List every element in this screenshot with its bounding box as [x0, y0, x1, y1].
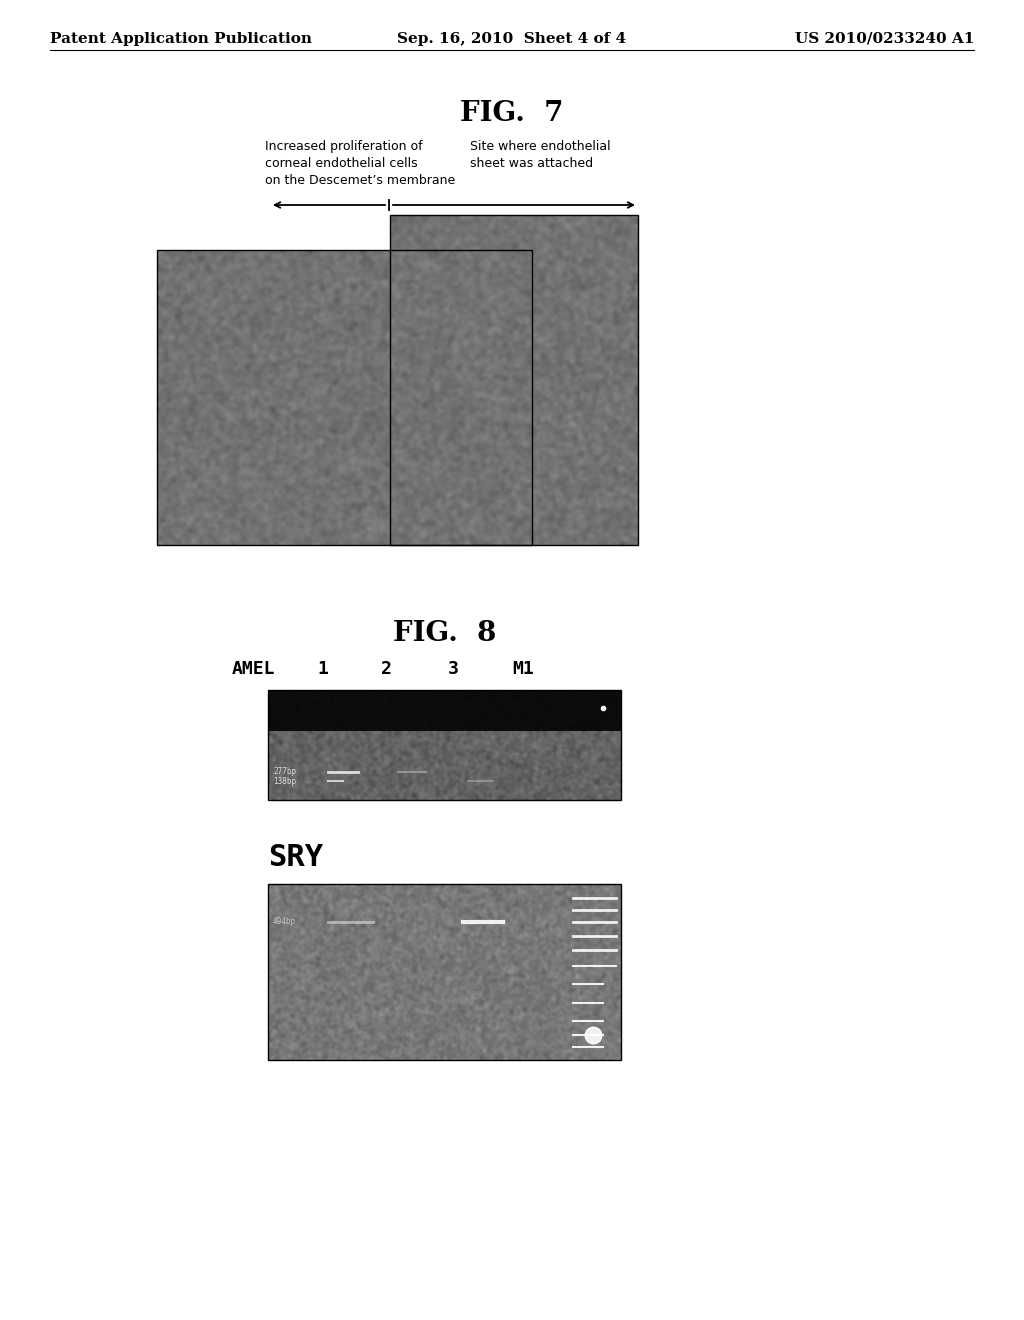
- Bar: [268, 690, 621, 800]
- Text: FIG.  7: FIG. 7: [460, 100, 564, 127]
- Bar: [157, 249, 532, 545]
- Text: 2: 2: [381, 660, 391, 678]
- Text: Site where endothelial
sheet was attached: Site where endothelial sheet was attache…: [470, 140, 610, 170]
- Text: 138bp: 138bp: [273, 776, 296, 785]
- Text: 277bp: 277bp: [273, 767, 296, 776]
- Text: Increased proliferation of
corneal endothelial cells
on the Descemet’s membrane: Increased proliferation of corneal endot…: [265, 140, 456, 187]
- Text: US 2010/0233240 A1: US 2010/0233240 A1: [795, 32, 974, 46]
- Bar: [268, 884, 621, 1060]
- Text: 3: 3: [447, 660, 459, 678]
- Text: Sep. 16, 2010  Sheet 4 of 4: Sep. 16, 2010 Sheet 4 of 4: [397, 32, 627, 46]
- Text: Patent Application Publication: Patent Application Publication: [50, 32, 312, 46]
- Text: AMEL: AMEL: [231, 660, 274, 678]
- Bar: [390, 215, 638, 545]
- Text: SRY: SRY: [268, 843, 324, 873]
- Text: M1: M1: [512, 660, 534, 678]
- Text: 1: 1: [317, 660, 329, 678]
- Text: FIG.  8: FIG. 8: [393, 620, 497, 647]
- Text: 494bp: 494bp: [273, 917, 296, 927]
